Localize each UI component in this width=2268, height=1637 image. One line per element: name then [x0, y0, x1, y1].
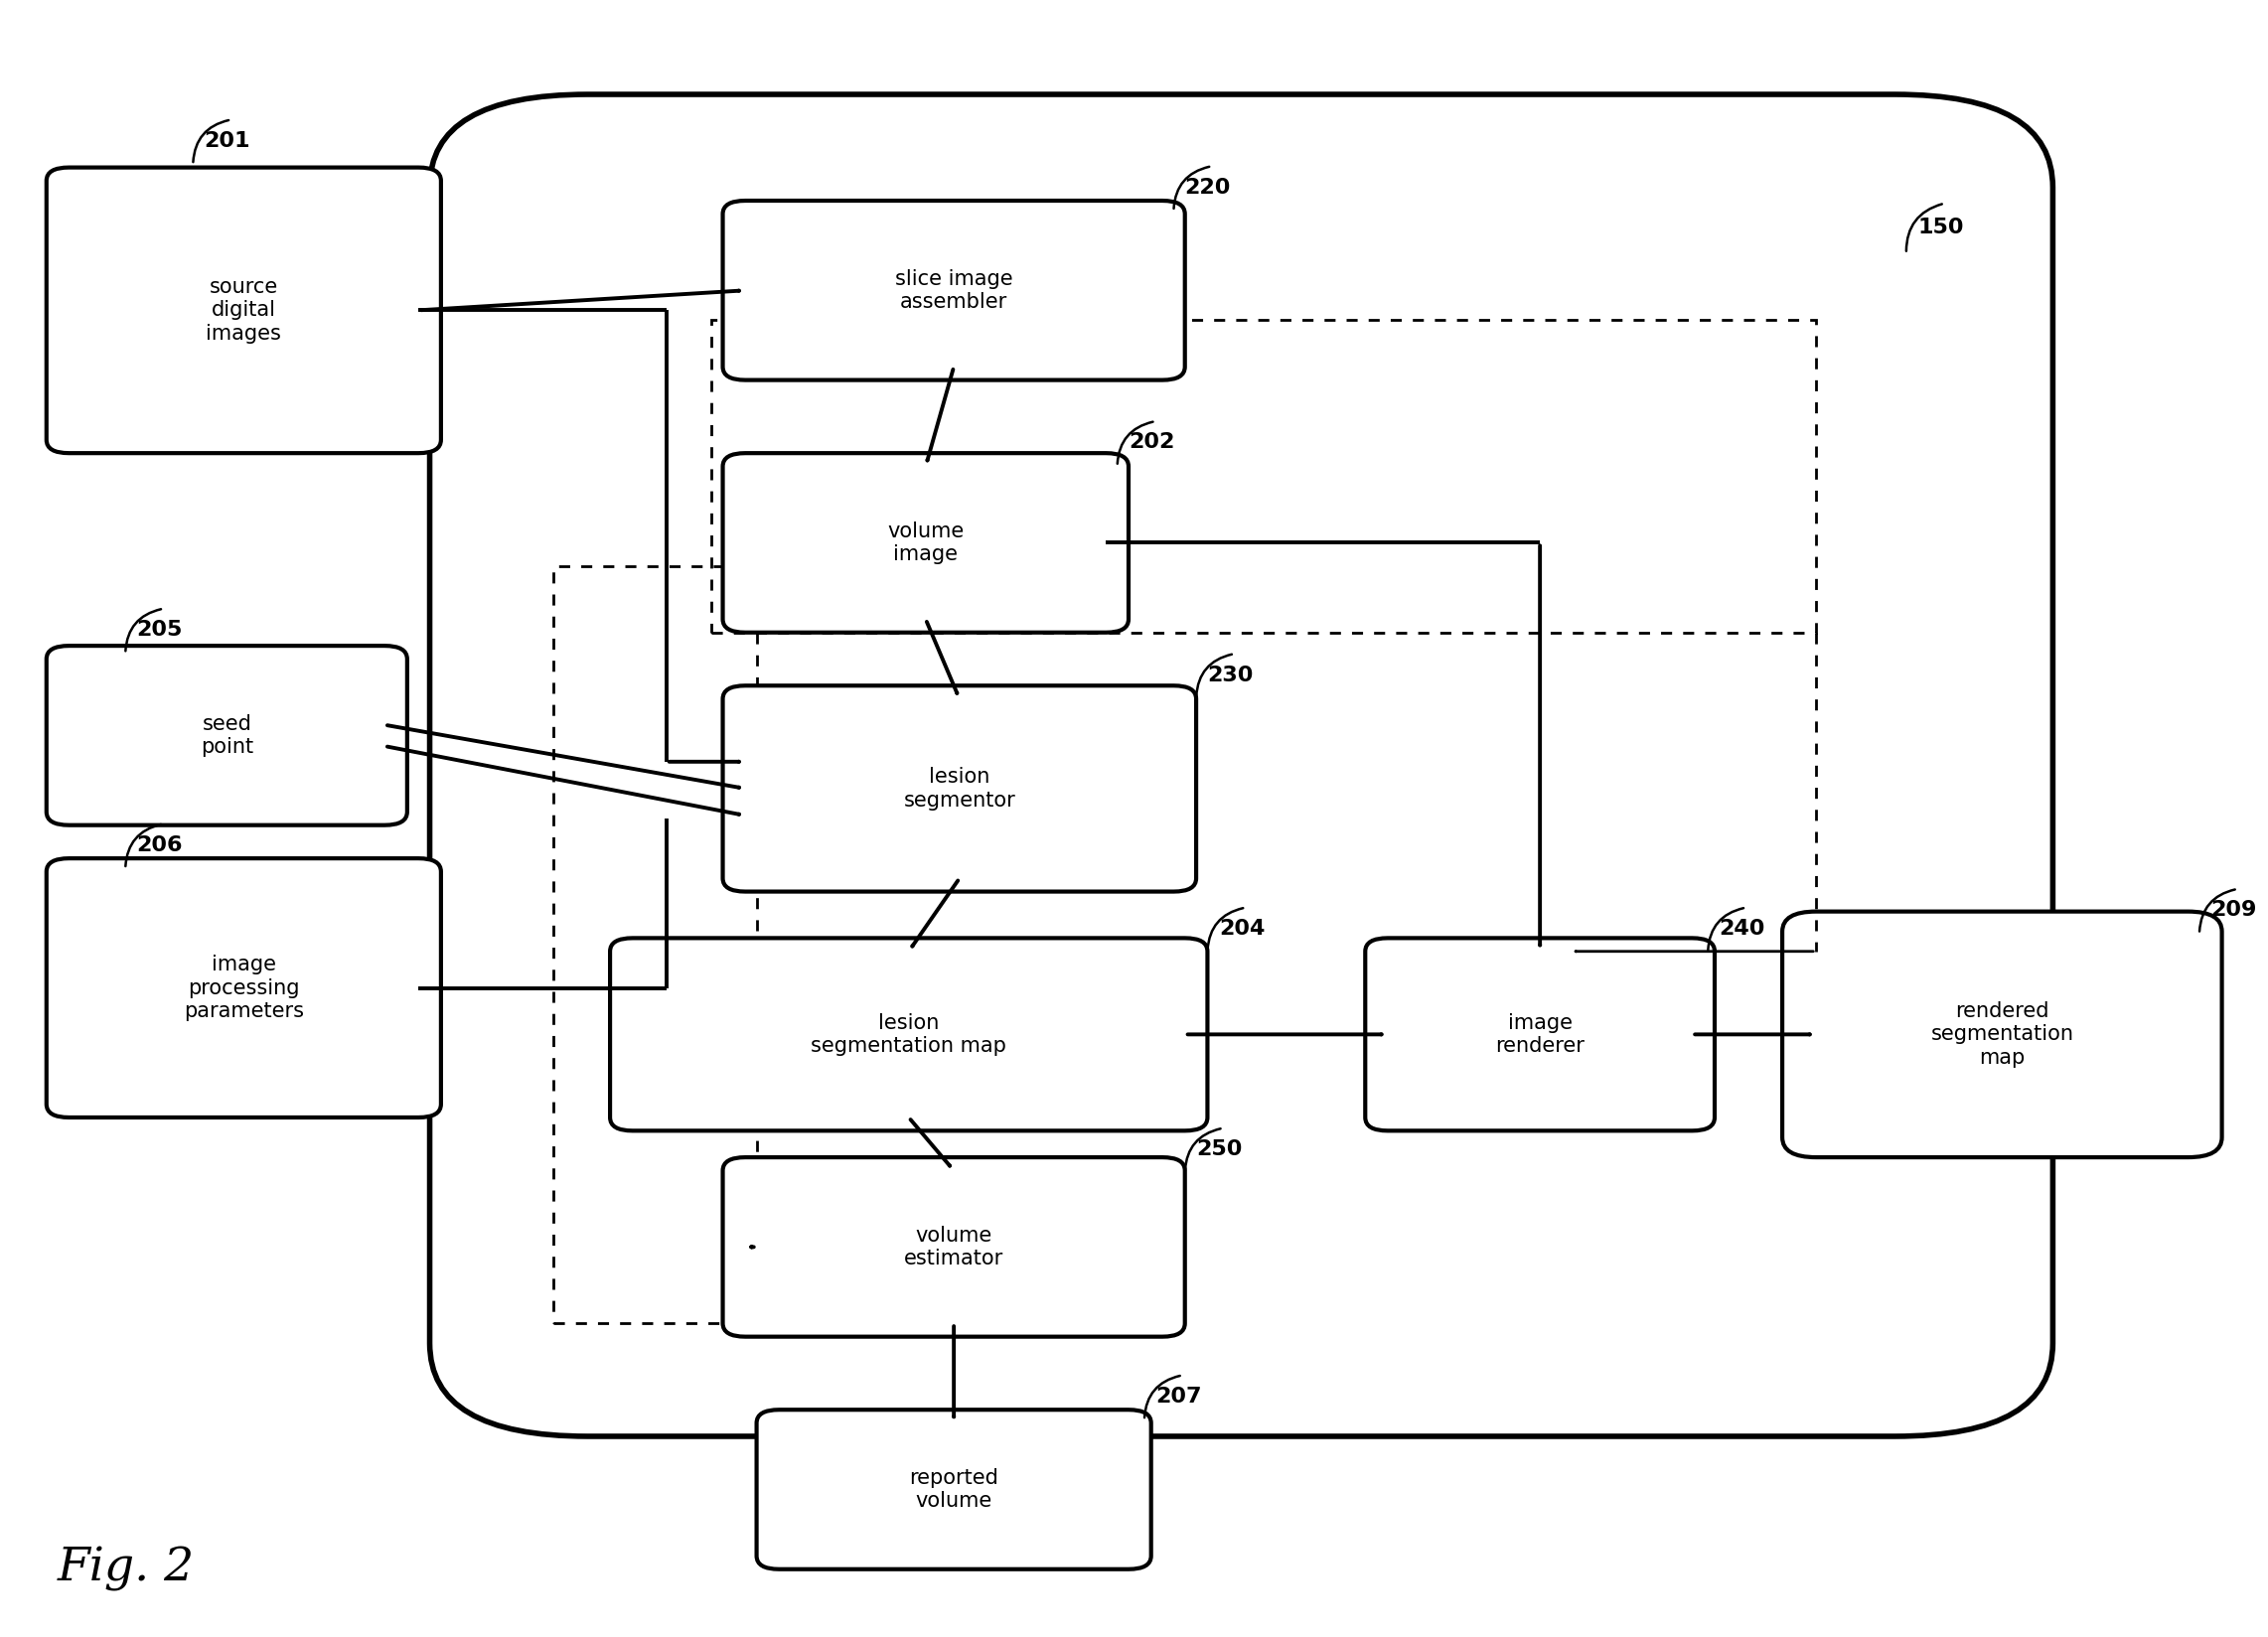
Text: volume
image: volume image: [887, 521, 964, 565]
Text: 201: 201: [204, 131, 249, 151]
Text: source
digital
images: source digital images: [206, 277, 281, 344]
Bar: [712, 321, 1817, 632]
Text: reported
volume: reported volume: [909, 1468, 998, 1511]
Text: volume
estimator: volume estimator: [905, 1226, 1005, 1269]
FancyBboxPatch shape: [1365, 938, 1715, 1131]
Text: image
processing
parameters: image processing parameters: [184, 954, 304, 1021]
Text: seed
point: seed point: [200, 714, 254, 756]
FancyBboxPatch shape: [45, 858, 440, 1118]
Text: 204: 204: [1218, 918, 1266, 938]
Text: 230: 230: [1207, 665, 1254, 684]
Text: rendered
segmentation
map: rendered segmentation map: [1930, 1002, 2073, 1067]
Text: 150: 150: [1916, 218, 1964, 237]
Bar: [553, 566, 758, 1323]
Text: 207: 207: [1157, 1387, 1202, 1406]
Text: image
renderer: image renderer: [1495, 1013, 1585, 1056]
FancyBboxPatch shape: [45, 645, 408, 825]
FancyBboxPatch shape: [429, 95, 2053, 1436]
Text: 209: 209: [2211, 900, 2257, 920]
Text: 250: 250: [1195, 1139, 1243, 1159]
FancyBboxPatch shape: [723, 201, 1184, 380]
FancyBboxPatch shape: [723, 1157, 1184, 1337]
Text: 206: 206: [136, 835, 184, 855]
Text: slice image
assembler: slice image assembler: [896, 268, 1014, 311]
FancyBboxPatch shape: [723, 686, 1195, 892]
Text: 220: 220: [1184, 177, 1232, 198]
FancyBboxPatch shape: [1783, 912, 2223, 1157]
Text: 240: 240: [1719, 918, 1765, 938]
FancyBboxPatch shape: [723, 453, 1129, 632]
FancyBboxPatch shape: [758, 1409, 1152, 1570]
FancyBboxPatch shape: [45, 167, 440, 453]
FancyBboxPatch shape: [610, 938, 1207, 1131]
Text: lesion
segmentation map: lesion segmentation map: [812, 1013, 1007, 1056]
Text: 202: 202: [1129, 432, 1175, 452]
Text: 205: 205: [136, 620, 184, 640]
Text: Fig. 2: Fig. 2: [57, 1547, 195, 1591]
Text: lesion
segmentor: lesion segmentor: [903, 768, 1016, 810]
